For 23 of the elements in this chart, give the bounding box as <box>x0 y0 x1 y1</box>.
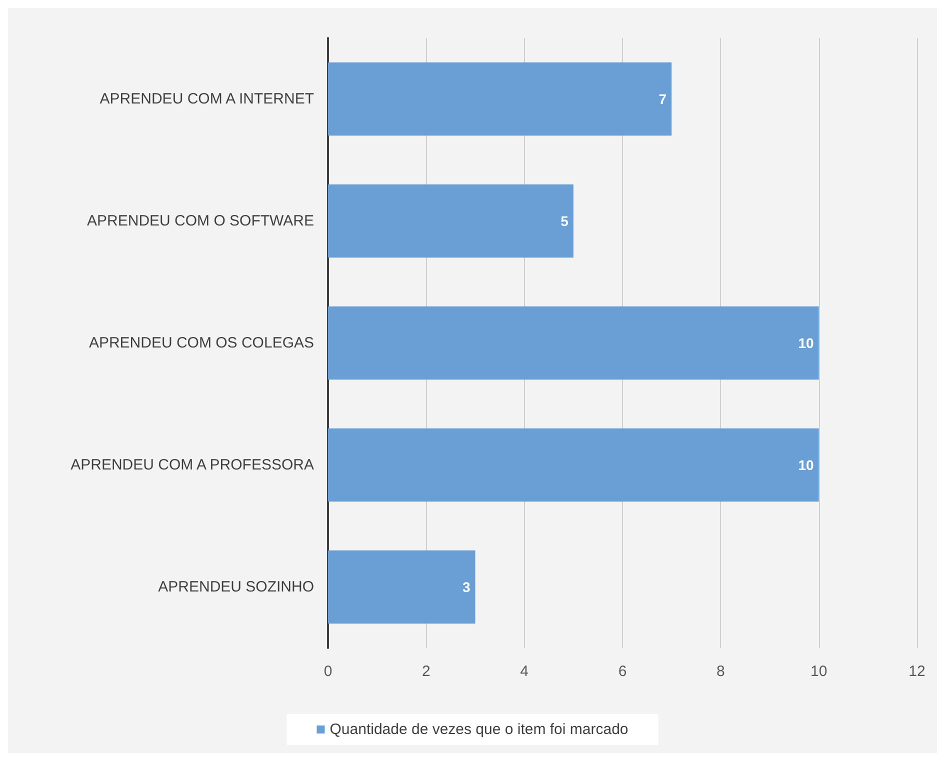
bar <box>328 428 819 502</box>
x-tick-label: 2 <box>422 663 430 680</box>
y-tick-label: APRENDEU COM O SOFTWARE <box>87 212 314 230</box>
x-tick-label: 12 <box>908 663 926 680</box>
y-tick-label: APRENDEU SOZINHO <box>158 578 314 596</box>
y-tick-label: APRENDEU COM A PROFESSORA <box>70 456 314 474</box>
x-tick-label: 8 <box>716 663 725 680</box>
bar <box>328 306 819 380</box>
bar <box>328 62 672 136</box>
data-label: 10 <box>798 335 814 351</box>
x-tick-label: 4 <box>520 663 529 680</box>
x-tick-label: 10 <box>810 663 828 680</box>
x-tick-label: 0 <box>324 663 332 680</box>
y-tick-label: APRENDEU COM A INTERNET <box>100 90 314 108</box>
bar <box>328 184 574 258</box>
legend-label: Quantidade de vezes que o item foi marcado <box>330 721 628 738</box>
data-label: 7 <box>658 91 667 107</box>
bar <box>328 550 476 624</box>
x-tick-label: 6 <box>618 663 627 680</box>
data-label: 3 <box>462 579 470 595</box>
data-label: 5 <box>560 213 569 229</box>
y-tick-label: APRENDEU COM OS COLEGAS <box>88 334 314 352</box>
data-label: 10 <box>798 457 814 473</box>
